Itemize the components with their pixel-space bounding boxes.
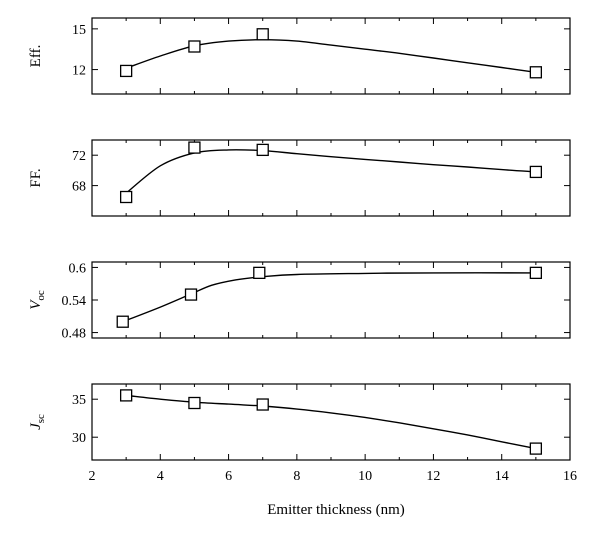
panel-4: 30 35 Jsc 2 4 6 8 10 12 14 16 <box>28 383 577 484</box>
x-tick-label: 6 <box>225 469 232 484</box>
y-axis-label: Jsc <box>28 414 47 430</box>
data-point <box>256 143 269 157</box>
data-point <box>188 396 201 410</box>
data-point <box>529 442 543 455</box>
data-point <box>529 266 543 280</box>
data-point <box>188 141 201 154</box>
y-tick-label: 0.48 <box>62 327 87 342</box>
series-line <box>125 149 536 194</box>
data-point <box>119 389 133 402</box>
y-axis-label: Eff. <box>28 45 44 68</box>
plot-frame <box>91 383 571 461</box>
plot-frame <box>91 17 571 95</box>
x-tick-label: 12 <box>426 469 440 484</box>
series-line <box>126 394 537 450</box>
y-tick-label: 0.54 <box>62 294 87 309</box>
y-tick-label: 12 <box>72 64 86 79</box>
data-point <box>119 190 133 204</box>
plot-frame <box>91 139 571 217</box>
y-tick-label: 0.6 <box>69 261 87 276</box>
x-tick-label: 8 <box>293 469 300 484</box>
y-tick-label: 72 <box>72 149 86 164</box>
series-line <box>125 38 536 73</box>
data-point <box>119 64 133 78</box>
x-tick-label: 14 <box>495 469 509 484</box>
y-axis-label: Voc <box>28 290 47 310</box>
data-point <box>253 266 266 280</box>
y-tick-label: 30 <box>72 431 86 446</box>
series-line <box>122 272 536 323</box>
data-point <box>529 165 543 179</box>
data-point <box>529 66 543 79</box>
data-point <box>256 28 269 41</box>
x-tick-label: 10 <box>358 469 372 484</box>
x-tick-label: 16 <box>563 469 577 484</box>
data-point <box>184 288 198 301</box>
y-tick-label: 68 <box>72 180 86 195</box>
data-point <box>256 398 269 411</box>
x-tick-label: 4 <box>157 469 164 484</box>
y-tick-label: 35 <box>72 393 86 408</box>
data-point <box>188 40 201 53</box>
panel-3: 0.48 0.54 0.6 Voc <box>28 261 571 342</box>
y-axis-label: FF. <box>28 168 44 187</box>
panel-2: 68 72 FF. <box>28 139 571 217</box>
x-axis-label: Emitter thickness (nm) <box>267 502 404 518</box>
y-tick-label: 15 <box>72 23 86 38</box>
panel-1: 12 15 Eff. <box>28 17 571 95</box>
data-point <box>116 315 129 328</box>
x-tick-label: 2 <box>89 469 96 484</box>
